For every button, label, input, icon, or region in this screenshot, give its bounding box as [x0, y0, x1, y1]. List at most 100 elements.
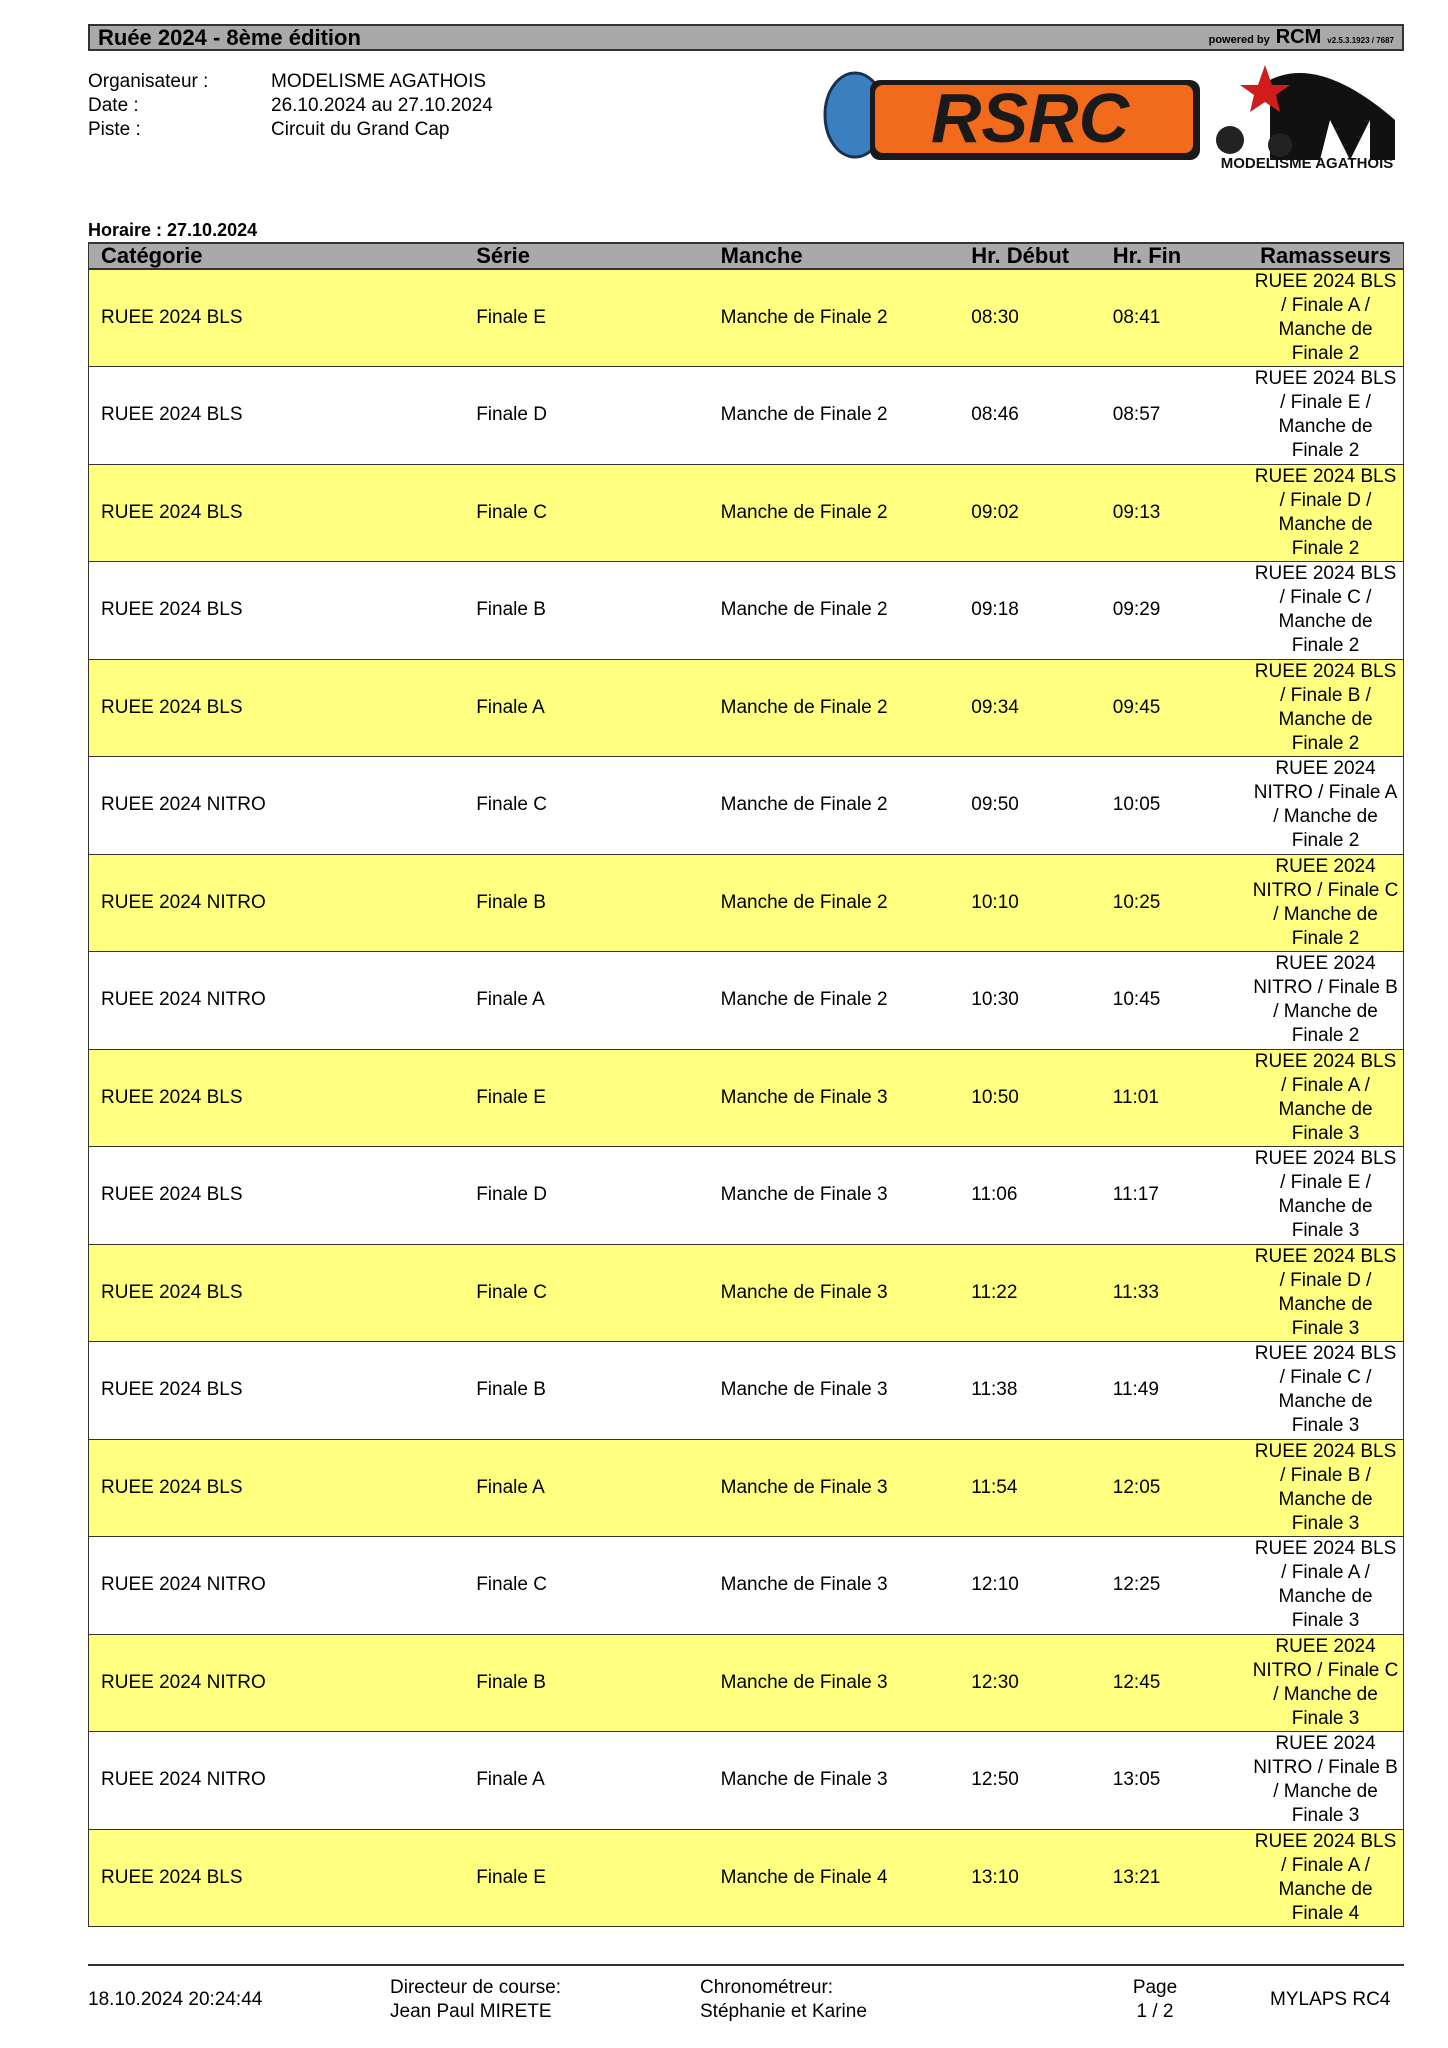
- cell-marshals: RUEE 2024 BLS / Finale E / Manche de Fin…: [1248, 1146, 1404, 1245]
- cell-marshals: RUEE 2024 BLS / Finale A / Manche de Fin…: [1248, 1536, 1404, 1635]
- cell-category: RUEE 2024 BLS: [88, 464, 465, 562]
- table-row: RUEE 2024 NITRO Finale C Manche de Finale …: [88, 1536, 1404, 1635]
- cell-category: RUEE 2024 BLS: [88, 1049, 465, 1147]
- info-value: 26.10.2024 au 27.10.2024: [271, 95, 493, 116]
- cell-start-time: 09:18: [959, 561, 1101, 660]
- cell-heat: Manche de Finale 2: [708, 561, 960, 660]
- footer-timer: Chronométreur: Stéphanie et Karine: [700, 1976, 867, 2024]
- cell-start-time: 12:10: [959, 1536, 1101, 1635]
- cell-heat: Manche de Finale 2: [708, 854, 960, 952]
- cell-start-time: 08:46: [959, 366, 1101, 465]
- info-label: Date :: [88, 95, 139, 116]
- cell-category: RUEE 2024 NITRO: [88, 756, 465, 855]
- cell-heat: Manche de Finale 3: [708, 1439, 960, 1537]
- cell-end-time: 13:21: [1100, 1829, 1249, 1927]
- cell-marshals: RUEE 2024 BLS / Finale D / Manche de Fin…: [1248, 1244, 1404, 1342]
- cell-category: RUEE 2024 NITRO: [88, 1731, 465, 1830]
- cell-start-time: 09:02: [959, 464, 1101, 562]
- title-bar: Ruée 2024 - 8ème édition powered by RCM v2…: [88, 24, 1404, 51]
- cell-end-time: 12:45: [1100, 1634, 1249, 1732]
- director-name: Jean Paul MIRETE: [390, 2001, 552, 2022]
- cell-series: Finale A: [464, 951, 709, 1050]
- cell-start-time: 10:10: [959, 854, 1101, 952]
- cell-heat: Manche de Finale 3: [708, 1244, 960, 1342]
- info-row: Organisateur : MODELISME AGATHOIS: [88, 70, 493, 94]
- cell-end-time: 11:01: [1100, 1049, 1249, 1147]
- cell-series: Finale B: [464, 561, 709, 660]
- info-value: Circuit du Grand Cap: [271, 119, 450, 140]
- cell-marshals: RUEE 2024 BLS / Finale C / Manche de Fin…: [1248, 1341, 1404, 1440]
- cell-end-time: 11:33: [1100, 1244, 1249, 1342]
- cell-start-time: 09:34: [959, 659, 1101, 757]
- cell-series: Finale B: [464, 854, 709, 952]
- cell-category: RUEE 2024 NITRO: [88, 951, 465, 1050]
- cell-series: Finale A: [464, 1439, 709, 1537]
- cell-heat: Manche de Finale 3: [708, 1341, 960, 1440]
- cell-category: RUEE 2024 BLS: [88, 1341, 465, 1440]
- footer-timestamp: 18.10.2024 20:24:44: [88, 1989, 263, 2010]
- cell-end-time: 11:17: [1100, 1146, 1249, 1245]
- cell-series: Finale A: [464, 1731, 709, 1830]
- footer-director: Directeur de course: Jean Paul MIRETE: [390, 1976, 561, 2024]
- footer-software: MYLAPS RC4: [1270, 1989, 1391, 2010]
- cell-end-time: 10:05: [1100, 756, 1249, 855]
- event-info: Organisateur : MODELISME AGATHOIS Date : 26…: [88, 70, 493, 142]
- cell-heat: Manche de Finale 3: [708, 1049, 960, 1147]
- table-row: RUEE 2024 BLS Finale C Manche de Finale 3 1…: [88, 1244, 1404, 1342]
- table-row: RUEE 2024 NITRO Finale C Manche de Finale …: [88, 756, 1404, 855]
- timer-name: Stéphanie et Karine: [700, 2001, 867, 2022]
- cell-start-time: 09:50: [959, 756, 1101, 855]
- cell-series: Finale C: [464, 1244, 709, 1342]
- cell-heat: Manche de Finale 3: [708, 1536, 960, 1635]
- cell-end-time: 10:45: [1100, 951, 1249, 1050]
- schedule-table: Catégorie Série Manche Hr. Début Hr. Fin Rama…: [88, 242, 1404, 1927]
- column-header: Hr. Fin: [1100, 242, 1249, 270]
- cell-series: Finale C: [464, 464, 709, 562]
- info-label: Organisateur :: [88, 71, 209, 92]
- schedule-title: Horaire : 27.10.2024: [88, 220, 258, 240]
- cell-marshals: RUEE 2024 BLS / Finale E / Manche de Fin…: [1248, 366, 1404, 465]
- column-header: Ramasseurs: [1248, 242, 1404, 270]
- cell-start-time: 11:06: [959, 1146, 1101, 1245]
- cell-category: RUEE 2024 BLS: [88, 1244, 465, 1342]
- cell-start-time: 12:30: [959, 1634, 1101, 1732]
- cell-marshals: RUEE 2024 NITRO / Finale C / Manche de F…: [1248, 854, 1404, 952]
- agathois-logo-text: MODELISME AGATHOIS: [1221, 155, 1394, 170]
- cell-category: RUEE 2024 BLS: [88, 1829, 465, 1927]
- cell-series: Finale B: [464, 1341, 709, 1440]
- modelisme-agathois-logo: MODELISME AGATHOIS: [1216, 65, 1395, 170]
- cell-series: Finale B: [464, 1634, 709, 1732]
- cell-heat: Manche de Finale 2: [708, 464, 960, 562]
- cell-end-time: 08:57: [1100, 366, 1249, 465]
- cell-category: RUEE 2024 BLS: [88, 366, 465, 465]
- rsrc-logo: RSRC: [823, 71, 1200, 160]
- column-header: Manche: [708, 242, 960, 270]
- table-row: RUEE 2024 NITRO Finale A Manche de Finale …: [88, 951, 1404, 1050]
- cell-category: RUEE 2024 BLS: [88, 561, 465, 660]
- cell-heat: Manche de Finale 2: [708, 951, 960, 1050]
- cell-category: RUEE 2024 NITRO: [88, 1634, 465, 1732]
- page-label: Page: [1132, 1977, 1178, 1998]
- cell-marshals: RUEE 2024 BLS / Finale A / Manche de Fin…: [1248, 1829, 1404, 1927]
- cell-end-time: 12:05: [1100, 1439, 1249, 1537]
- cell-marshals: RUEE 2024 NITRO / Finale C / Manche de F…: [1248, 1634, 1404, 1732]
- powered-by: powered by RCM v2.5.3.1923 / 7687: [1209, 26, 1394, 49]
- cell-marshals: RUEE 2024 BLS / Finale A / Manche de Fin…: [1248, 269, 1404, 367]
- cell-heat: Manche de Finale 3: [708, 1731, 960, 1830]
- cell-end-time: 09:29: [1100, 561, 1249, 660]
- cell-heat: Manche de Finale 3: [708, 1634, 960, 1732]
- cell-heat: Manche de Finale 2: [708, 756, 960, 855]
- cell-end-time: 09:45: [1100, 659, 1249, 757]
- cell-series: Finale E: [464, 269, 709, 367]
- cell-end-time: 09:13: [1100, 464, 1249, 562]
- cell-marshals: RUEE 2024 NITRO / Finale B / Manche de F…: [1248, 951, 1404, 1050]
- cell-series: Finale A: [464, 659, 709, 757]
- footer-divider: [88, 1964, 1404, 1966]
